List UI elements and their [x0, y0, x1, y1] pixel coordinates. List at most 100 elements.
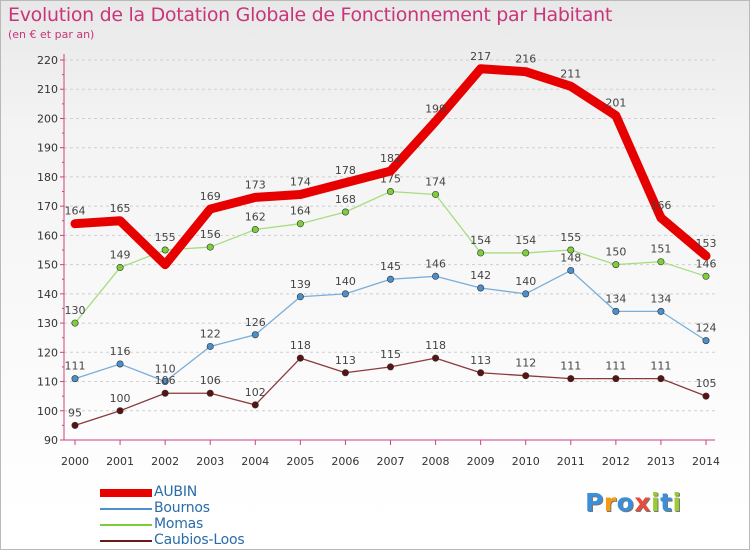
data-label-aubin: 166 [650, 199, 671, 212]
point-bournos [116, 360, 124, 368]
point-momas [522, 249, 530, 257]
y-tick-label: 200 [37, 112, 58, 125]
legend-label-caubios-loos: Caubios-Loos [154, 532, 245, 548]
x-tick-label: 2010 [512, 455, 540, 468]
point-caubios-loos [296, 354, 304, 362]
point-momas [477, 249, 485, 257]
data-label-bournos: 146 [425, 257, 446, 270]
point-momas [386, 188, 394, 196]
y-tick-label: 130 [37, 317, 58, 330]
point-caubios-loos [386, 363, 394, 371]
point-caubios-loos [477, 369, 485, 377]
y-tick-label: 140 [37, 288, 58, 301]
data-label-bournos: 111 [65, 360, 86, 373]
point-bournos [341, 290, 349, 298]
legend-swatch-caubios-loos [100, 540, 152, 542]
point-bournos [612, 307, 620, 315]
data-label-bournos: 140 [335, 275, 356, 288]
data-label-bournos: 145 [380, 260, 401, 273]
x-tick-label: 2013 [647, 455, 675, 468]
data-label-bournos: 139 [290, 278, 311, 291]
data-label-aubin: 174 [290, 175, 311, 188]
y-tick-label: 210 [37, 83, 58, 96]
y-tick-label: 220 [37, 54, 58, 67]
data-label-momas: 155 [155, 231, 176, 244]
point-caubios-loos [702, 392, 710, 400]
point-bournos [567, 266, 575, 274]
point-caubios-loos [612, 375, 620, 383]
legend-label-momas: Momas [154, 516, 204, 532]
point-momas [161, 246, 169, 254]
point-caubios-loos [341, 369, 349, 377]
point-bournos [206, 342, 214, 350]
data-label-aubin: 216 [515, 53, 536, 66]
point-bournos [251, 331, 259, 339]
y-tick-label: 110 [37, 376, 58, 389]
x-tick-label: 2004 [241, 455, 269, 468]
data-label-momas: 154 [515, 234, 536, 247]
point-momas [251, 226, 259, 234]
x-tick-label: 2009 [467, 455, 495, 468]
point-momas [296, 220, 304, 228]
data-label-bournos: 110 [155, 363, 176, 376]
point-caubios-loos [206, 389, 214, 397]
point-caubios-loos [432, 354, 440, 362]
data-label-bournos: 116 [110, 345, 131, 358]
point-momas [206, 243, 214, 251]
y-tick-label: 150 [37, 259, 58, 272]
data-label-bournos: 140 [515, 275, 536, 288]
point-momas [567, 246, 575, 254]
point-momas [341, 208, 349, 216]
data-label-caubios-loos: 113 [470, 354, 491, 367]
point-caubios-loos [567, 375, 575, 383]
point-caubios-loos [657, 375, 665, 383]
legend-swatch-bournos [100, 508, 152, 510]
point-caubios-loos [71, 421, 79, 429]
data-label-caubios-loos: 106 [155, 374, 176, 387]
data-label-aubin: 169 [200, 190, 221, 203]
x-tick-label: 2012 [602, 455, 630, 468]
data-label-caubios-loos: 111 [560, 360, 581, 373]
data-label-momas: 146 [696, 257, 717, 270]
x-tick-label: 2014 [692, 455, 720, 468]
y-tick-label: 160 [37, 229, 58, 242]
chart-title: Evolution de la Dotation Globale de Fonc… [8, 4, 613, 26]
data-label-bournos: 126 [245, 316, 266, 329]
legend-swatch-aubin [100, 489, 152, 497]
point-bournos [386, 275, 394, 283]
point-bournos [296, 293, 304, 301]
data-label-caubios-loos: 100 [110, 392, 131, 405]
data-label-momas: 151 [650, 243, 671, 256]
point-momas [702, 272, 710, 280]
x-tick-label: 2003 [196, 455, 224, 468]
data-label-caubios-loos: 106 [200, 374, 221, 387]
point-bournos [702, 337, 710, 345]
series-line-aubin [70, 64, 711, 270]
point-bournos [432, 272, 440, 280]
data-label-caubios-loos: 111 [605, 360, 626, 373]
data-label-momas: 164 [290, 205, 311, 218]
data-label-caubios-loos: 102 [245, 386, 266, 399]
data-label-momas: 130 [65, 304, 86, 317]
x-tick-label: 2005 [286, 455, 314, 468]
data-label-bournos: 122 [200, 327, 221, 340]
chart-subtitle: (en € et par an) [8, 28, 95, 41]
data-label-aubin: 153 [696, 237, 717, 250]
y-tick-label: 190 [37, 142, 58, 155]
data-label-bournos: 142 [470, 269, 491, 282]
point-bournos [71, 375, 79, 383]
data-label-caubios-loos: 95 [68, 406, 82, 419]
x-tick-label: 2002 [151, 455, 179, 468]
data-label-bournos: 134 [650, 292, 671, 305]
legend-label-bournos: Bournos [154, 500, 210, 516]
data-label-caubios-loos: 118 [290, 339, 311, 352]
data-label-caubios-loos: 118 [425, 339, 446, 352]
data-label-bournos: 134 [605, 292, 626, 305]
x-tick-label: 2007 [377, 455, 405, 468]
point-bournos [522, 290, 530, 298]
data-label-caubios-loos: 111 [650, 360, 671, 373]
data-label-caubios-loos: 105 [696, 377, 717, 390]
point-bournos [657, 307, 665, 315]
